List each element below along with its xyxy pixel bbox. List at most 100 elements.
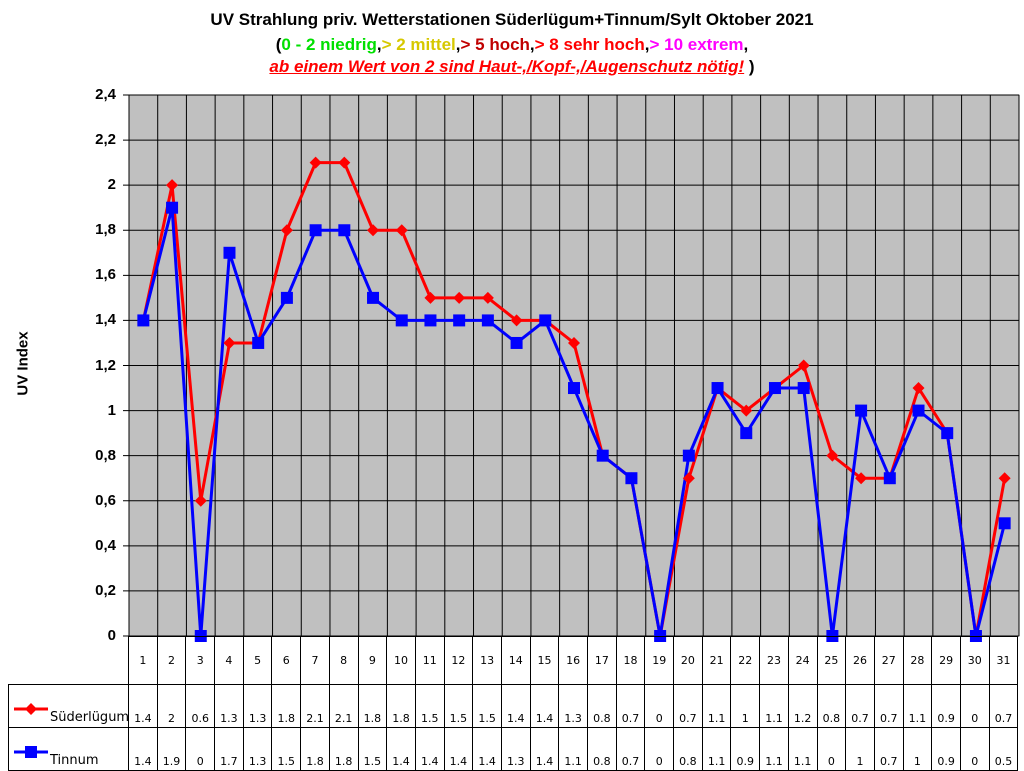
- data-point-diamond: [424, 291, 437, 304]
- corner-cell: [8, 636, 129, 685]
- legend-tinnum: Tinnum: [8, 727, 129, 771]
- data-point-square: [855, 404, 868, 417]
- day-header-cell: 12: [443, 636, 474, 685]
- data-point-diamond: [998, 472, 1011, 485]
- data-point-square: [395, 314, 408, 327]
- table-cell: 2.1: [300, 684, 330, 728]
- data-point-diamond: [826, 449, 839, 462]
- data-point-square: [768, 382, 781, 395]
- day-header-cell: 10: [386, 636, 416, 685]
- day-header-cell: 26: [845, 636, 875, 685]
- table-cell: 0.8: [673, 727, 703, 771]
- y-tick-label: 2,4: [95, 86, 116, 103]
- data-point-square: [309, 224, 322, 237]
- data-point-diamond: [568, 336, 580, 349]
- data-table: 1 2 3 4 5 6 7 8 9 10 11 12 13 14 15 16 17 18 19 20 21 22 23 24 2…: [8, 636, 1019, 771]
- scale-extreme: > 10 extrem: [649, 35, 744, 54]
- table-cell: 0: [816, 727, 847, 771]
- table-cell: 0.7: [615, 684, 646, 728]
- table-cell: 1.1: [759, 684, 789, 728]
- y-tick-label: 1,4: [95, 311, 116, 329]
- data-point-square: [941, 427, 954, 440]
- table-cell: 1.5: [472, 684, 502, 728]
- table-cell: 0.9: [931, 727, 961, 771]
- scale-high: > 5 hoch: [460, 35, 530, 54]
- data-point-diamond: [855, 472, 868, 485]
- day-header-cell: 22: [730, 636, 761, 685]
- table-cell: 0.7: [873, 684, 904, 728]
- table-cell: 1.1: [701, 684, 732, 728]
- table-cell: 0.7: [988, 684, 1019, 728]
- y-tick-label: 2: [107, 176, 116, 194]
- data-point-diamond: [194, 494, 207, 507]
- table-cell: 1.4: [529, 727, 560, 771]
- day-header-cell: 11: [414, 636, 445, 685]
- table-cell: 1.5: [414, 684, 445, 728]
- data-point-square: [568, 382, 580, 395]
- scale-mid: > 2 mittel: [381, 35, 456, 54]
- day-header-cell: 31: [988, 636, 1019, 685]
- data-point-diamond: [510, 314, 523, 327]
- data-point-square: [453, 314, 466, 327]
- scale-open: (: [275, 35, 282, 54]
- y-tick-label: 0,2: [95, 581, 116, 599]
- table-cell: 1.5: [443, 684, 474, 728]
- table-cell: 1.3: [214, 684, 244, 728]
- day-header-cell: 13: [472, 636, 502, 685]
- table-cell: 1.5: [271, 727, 302, 771]
- data-point-square: [510, 336, 523, 349]
- table-cell: 1.5: [357, 727, 388, 771]
- table-cell: 1.4: [128, 727, 158, 771]
- data-point-square: [424, 314, 437, 327]
- table-cell: 1.8: [328, 727, 359, 771]
- y-tick-label: 0,6: [95, 491, 116, 509]
- chart-title: UV Strahlung priv. Wetterstationen Süder…: [210, 10, 814, 29]
- table-cell: 0: [644, 727, 675, 771]
- day-header-cell: 30: [959, 636, 990, 685]
- table-cell: 0: [644, 684, 675, 728]
- day-header-cell: 1: [128, 636, 158, 685]
- table-cell: 0.8: [587, 727, 617, 771]
- series-name: Tinnum: [50, 753, 99, 768]
- day-header-cell: 29: [931, 636, 961, 685]
- table-cell: 1.3: [558, 684, 588, 728]
- day-header-cell: 9: [357, 636, 388, 685]
- table-cell: 0.9: [730, 727, 761, 771]
- day-header-cell: 24: [787, 636, 818, 685]
- data-point-diamond: [740, 404, 753, 417]
- data-point-square: [539, 314, 552, 327]
- y-tick-label: 1,6: [95, 266, 116, 284]
- y-tick-label: 2,2: [95, 131, 116, 149]
- data-point-square: [223, 246, 236, 259]
- table-cell: 0.7: [845, 684, 875, 728]
- table-cell: 1.4: [443, 727, 474, 771]
- day-header-cell: 25: [816, 636, 847, 685]
- day-header-cell: 4: [214, 636, 244, 685]
- day-header-cell: 5: [242, 636, 273, 685]
- data-point-square: [166, 201, 179, 214]
- series-name: Süderlügum: [50, 710, 130, 725]
- day-header-cell: 18: [615, 636, 646, 685]
- table-cell: 1.1: [701, 727, 732, 771]
- data-point-square: [280, 291, 293, 304]
- data-point-diamond: [453, 291, 466, 304]
- table-cell: 1.4: [128, 684, 158, 728]
- day-header-cell: 19: [644, 636, 675, 685]
- table-cell: 1.4: [414, 727, 445, 771]
- table-cell: 0.7: [615, 727, 646, 771]
- table-cell: 1: [730, 684, 761, 728]
- data-point-square: [740, 427, 753, 440]
- data-point-diamond: [395, 224, 408, 237]
- table-cell: 0.5: [988, 727, 1019, 771]
- table-cell: 1.3: [500, 727, 531, 771]
- data-point-square: [137, 314, 150, 327]
- warning-close: ): [744, 57, 755, 76]
- table-cell: 1.2: [787, 684, 818, 728]
- day-header-cell: 15: [529, 636, 560, 685]
- day-header-cell: 23: [759, 636, 789, 685]
- table-cell: 1.7: [214, 727, 244, 771]
- day-header-cell: 6: [271, 636, 302, 685]
- day-header-cell: 27: [873, 636, 904, 685]
- table-cell: 1.8: [386, 684, 416, 728]
- scale-sep: ,: [529, 35, 535, 54]
